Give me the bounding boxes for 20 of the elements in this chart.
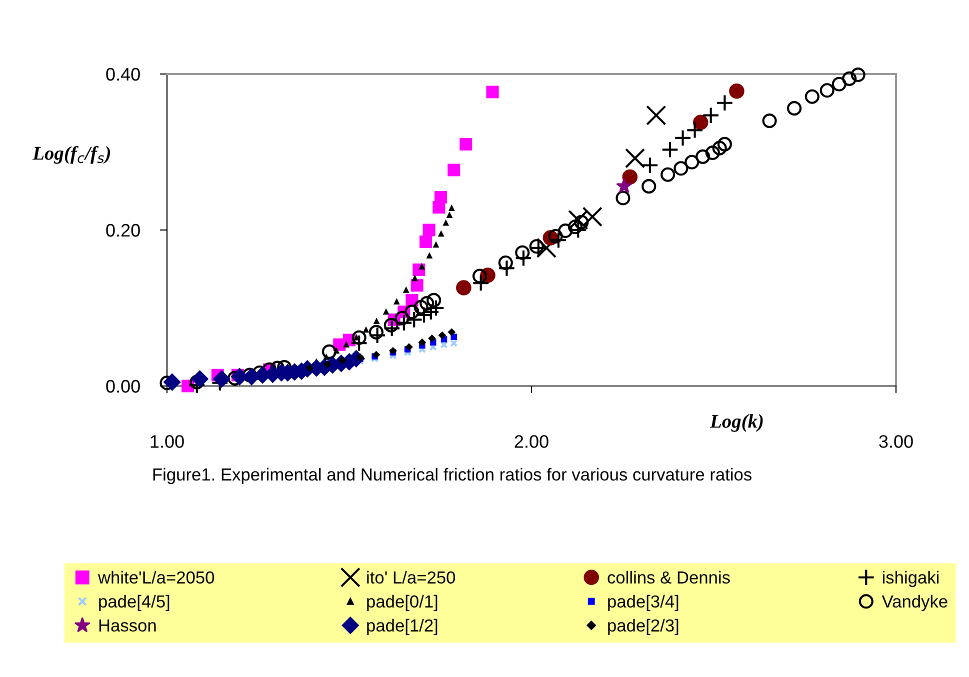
x-axis-title: Log(k): [710, 414, 763, 432]
x-tick-label: 1.00: [150, 435, 184, 448]
legend-label: pade[3/4]: [608, 594, 678, 612]
x-tick-label: 3.00: [879, 435, 913, 448]
legend-label: pade[1/2]: [367, 618, 438, 636]
y-tick-label: 0.40: [106, 68, 140, 81]
y-axis-title: Log(f$_{c}$/f$_{s}$): [32, 146, 110, 164]
legend-label: collins & Dennis: [608, 570, 730, 584]
legend-label: Vandyke: [882, 594, 948, 612]
x-tick-label: 2.00: [514, 435, 548, 448]
legend-label: pade[4/5]: [99, 594, 170, 612]
legend-label: ishigaki: [882, 570, 939, 588]
legend-label: pade[2/3]: [608, 618, 678, 636]
legend-label: white'L/a=2050: [98, 570, 214, 584]
y-tick-label: 0.20: [106, 224, 140, 237]
text: Figure1. Experimental and Numerical friction ratios for various curvature ratios: [153, 468, 752, 484]
legend-label: ito' L/a=250: [367, 570, 456, 584]
legend-label: pade[0/1]: [367, 594, 438, 612]
legend-label: Hasson: [99, 620, 156, 632]
y-tick-label: 0.00: [106, 380, 140, 393]
